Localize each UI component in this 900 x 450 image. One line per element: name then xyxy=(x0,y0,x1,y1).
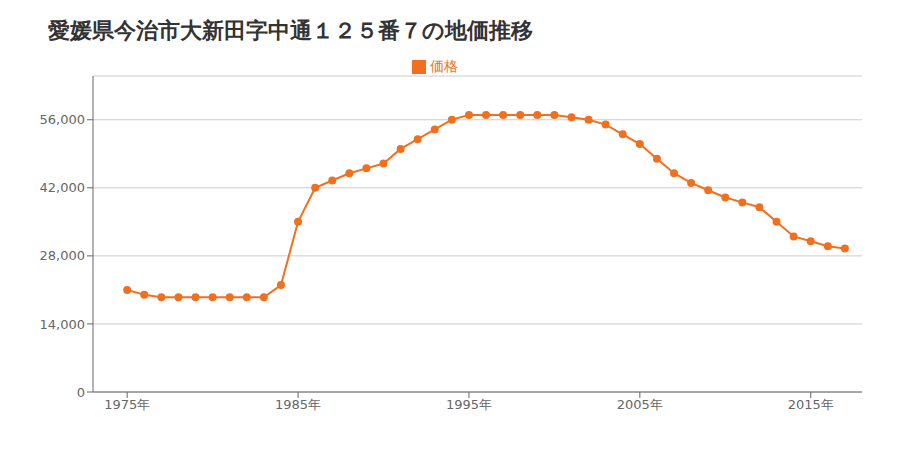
svg-text:28,000: 28,000 xyxy=(40,248,86,263)
html-text:愛媛県今治市大新田字中通１２５番７の地価推移: 愛媛県今治市大新田字中通１２５番７の地価推移 xyxy=(48,18,533,43)
svg-text:42,000: 42,000 xyxy=(40,180,86,195)
svg-text:56,000: 56,000 xyxy=(40,112,86,127)
svg-text:1995年: 1995年 xyxy=(446,397,492,412)
html-text:価格: 価格 xyxy=(430,58,458,74)
svg-text:2015年: 2015年 xyxy=(788,397,834,412)
svg-text:14,000: 14,000 xyxy=(40,317,86,332)
svg-text:1985年: 1985年 xyxy=(275,397,321,412)
svg-text:1975年: 1975年 xyxy=(104,397,150,412)
svg-text:0: 0 xyxy=(77,385,85,400)
svg-text:2005年: 2005年 xyxy=(617,397,663,412)
